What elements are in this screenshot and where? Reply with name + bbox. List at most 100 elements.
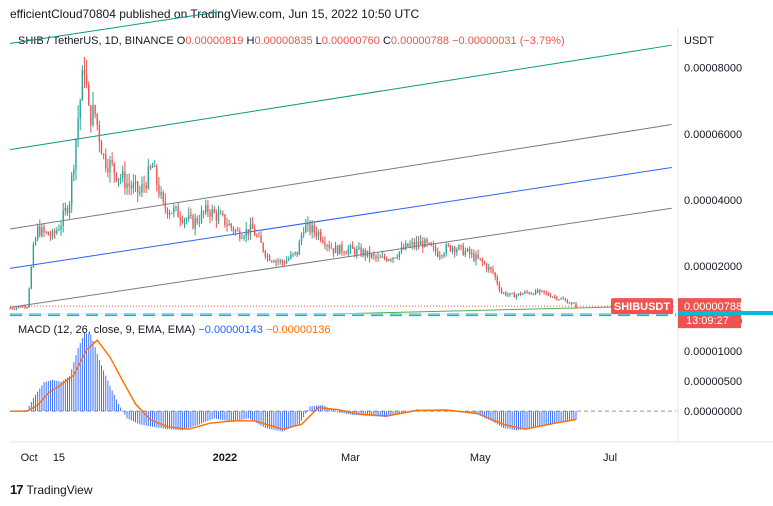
candle-body bbox=[413, 242, 415, 247]
candle-body bbox=[153, 166, 156, 168]
candle-body bbox=[443, 253, 445, 256]
candle-body bbox=[234, 230, 237, 232]
candle-body bbox=[149, 166, 152, 168]
candle-body bbox=[471, 253, 473, 255]
candle-body bbox=[528, 292, 530, 294]
candle-body bbox=[79, 100, 81, 119]
candle-body bbox=[558, 299, 560, 301]
candle-body bbox=[373, 254, 375, 256]
time-tick-label: Mar bbox=[341, 452, 360, 464]
candle-body bbox=[498, 283, 501, 290]
candle-body bbox=[347, 248, 350, 254]
close-value: 0.00000788 bbox=[390, 35, 450, 47]
candle-body bbox=[328, 245, 330, 248]
candle-body bbox=[271, 260, 273, 262]
candle-body bbox=[173, 207, 175, 213]
symbol-name[interactable]: SHIB / TetherUS, 1D, BINANCE bbox=[18, 35, 174, 47]
candle-body bbox=[375, 255, 377, 258]
candle-body bbox=[177, 206, 179, 218]
candle-body bbox=[17, 306, 20, 308]
candle-body bbox=[107, 167, 109, 173]
candle-body bbox=[392, 257, 394, 260]
candle-body bbox=[275, 260, 277, 263]
symbol-legend: SHIB / TetherUS, 1D, BINANCE O0.00000819… bbox=[18, 35, 565, 47]
time-tick-label: 15 bbox=[53, 452, 65, 464]
candle-body bbox=[202, 211, 205, 213]
candle-body bbox=[34, 239, 37, 245]
candle-body bbox=[217, 213, 220, 221]
candle-body bbox=[136, 181, 139, 193]
candle-body bbox=[354, 248, 356, 255]
candle-body bbox=[362, 250, 364, 256]
candle-body bbox=[130, 185, 132, 189]
candle-body bbox=[39, 226, 41, 236]
candle-body bbox=[264, 251, 267, 257]
candle-body bbox=[479, 258, 481, 260]
candle-body bbox=[211, 209, 213, 217]
candle-body bbox=[571, 302, 573, 304]
candle-body bbox=[245, 229, 247, 237]
candle-body bbox=[66, 207, 69, 213]
candle-body bbox=[100, 141, 103, 155]
candle-body bbox=[243, 236, 245, 239]
candle-body bbox=[236, 230, 239, 232]
candle-body bbox=[522, 293, 524, 295]
candle-body bbox=[230, 223, 232, 228]
candle-body bbox=[141, 184, 143, 193]
candle-body bbox=[468, 248, 471, 255]
price-tick-label: 0.00004000 bbox=[684, 195, 742, 207]
candle-body bbox=[98, 125, 101, 142]
candle-body bbox=[11, 308, 13, 310]
candle-body bbox=[30, 266, 32, 289]
candle-body bbox=[477, 254, 479, 259]
candle-body bbox=[53, 231, 56, 234]
candle-body bbox=[132, 183, 135, 189]
candle-body bbox=[417, 241, 420, 245]
candle-body bbox=[185, 218, 188, 220]
candle-body bbox=[226, 225, 228, 227]
tradingview-footer[interactable]: 17 TradingView bbox=[10, 482, 93, 497]
candle-body bbox=[205, 205, 207, 213]
time-tick-label: Oct bbox=[21, 452, 38, 464]
price-badge-value: 0.00000788 bbox=[684, 301, 742, 313]
candle-body bbox=[490, 267, 492, 270]
price-series bbox=[9, 57, 676, 317]
candle-body bbox=[556, 296, 558, 300]
candle-body bbox=[224, 214, 226, 226]
upper-trend-line bbox=[9, 10, 221, 45]
candle-body bbox=[83, 70, 86, 76]
candle-body bbox=[366, 250, 369, 257]
candle-body bbox=[430, 242, 433, 246]
candle-body bbox=[111, 160, 113, 164]
candle-body bbox=[564, 299, 567, 301]
candle-body bbox=[454, 247, 456, 253]
candle-body bbox=[188, 215, 190, 219]
macd-label[interactable]: MACD (12, 26, close, 9, EMA, EMA) bbox=[18, 324, 196, 336]
candle-body bbox=[419, 241, 422, 245]
candle-body bbox=[424, 239, 426, 248]
candle-body bbox=[385, 258, 388, 261]
candle-body bbox=[456, 249, 458, 253]
tradingview-logo-icon: 17 bbox=[10, 482, 24, 497]
candle-body bbox=[451, 247, 454, 252]
candle-body bbox=[434, 246, 437, 252]
candle-body bbox=[190, 215, 192, 217]
candle-body bbox=[175, 206, 177, 208]
candle-body bbox=[530, 293, 533, 295]
candle-body bbox=[447, 245, 450, 247]
candle-body bbox=[483, 262, 486, 265]
candle-body bbox=[400, 247, 403, 252]
candle-body bbox=[534, 290, 537, 295]
candle-body bbox=[507, 294, 509, 296]
candle-body bbox=[492, 269, 494, 273]
candle-body bbox=[481, 259, 484, 263]
candle-body bbox=[381, 255, 384, 258]
candle-body bbox=[575, 303, 577, 308]
publisher-caption: efficientCloud70804 published on Trading… bbox=[10, 7, 420, 21]
candle-body bbox=[90, 105, 92, 125]
candle-body bbox=[398, 251, 401, 258]
candle-body bbox=[511, 293, 513, 295]
change-value: −0.00000031 (−3.79%) bbox=[452, 35, 565, 47]
candle-body bbox=[9, 308, 11, 310]
